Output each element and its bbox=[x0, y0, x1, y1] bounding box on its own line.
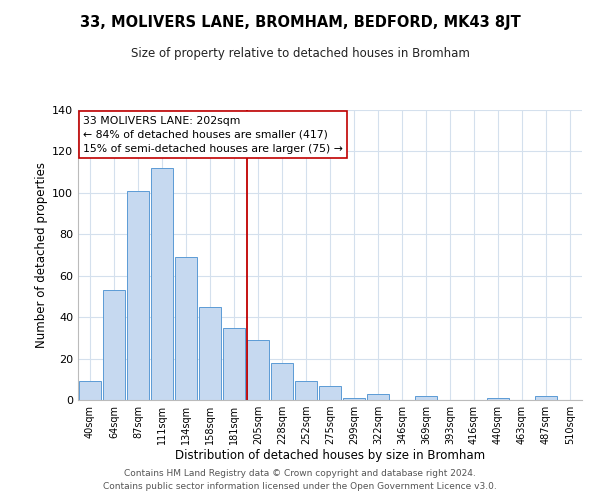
Bar bbox=[343, 398, 365, 400]
Y-axis label: Number of detached properties: Number of detached properties bbox=[35, 162, 48, 348]
Text: Contains HM Land Registry data © Crown copyright and database right 2024.: Contains HM Land Registry data © Crown c… bbox=[124, 468, 476, 477]
Bar bbox=[223, 328, 245, 400]
Bar bbox=[295, 382, 317, 400]
Text: Size of property relative to detached houses in Bromham: Size of property relative to detached ho… bbox=[131, 48, 469, 60]
Text: 33 MOLIVERS LANE: 202sqm
← 84% of detached houses are smaller (417)
15% of semi-: 33 MOLIVERS LANE: 202sqm ← 84% of detach… bbox=[83, 116, 343, 154]
Text: Contains public sector information licensed under the Open Government Licence v3: Contains public sector information licen… bbox=[103, 482, 497, 491]
Bar bbox=[367, 394, 389, 400]
Bar bbox=[535, 396, 557, 400]
Bar bbox=[271, 362, 293, 400]
Text: 33, MOLIVERS LANE, BROMHAM, BEDFORD, MK43 8JT: 33, MOLIVERS LANE, BROMHAM, BEDFORD, MK4… bbox=[80, 15, 520, 30]
Bar bbox=[79, 382, 101, 400]
Bar bbox=[103, 290, 125, 400]
Bar bbox=[247, 340, 269, 400]
Bar bbox=[415, 396, 437, 400]
X-axis label: Distribution of detached houses by size in Bromham: Distribution of detached houses by size … bbox=[175, 448, 485, 462]
Bar bbox=[127, 191, 149, 400]
Bar bbox=[319, 386, 341, 400]
Bar bbox=[175, 257, 197, 400]
Bar bbox=[199, 307, 221, 400]
Bar bbox=[151, 168, 173, 400]
Bar bbox=[487, 398, 509, 400]
